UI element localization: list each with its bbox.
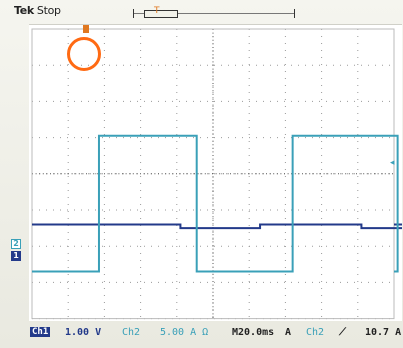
waveform-display (31, 28, 402, 320)
brand-status: Tek Stop (14, 4, 61, 17)
timebase-readout: M20.0ms (232, 327, 275, 338)
trigger-slope-icon: ⟋ (339, 327, 346, 338)
bottom-status-bar: Ch1 1.00 V Ch2 5.00 A Ω M20.0ms A Ch2 ⟋ … (0, 320, 403, 348)
ch2-waveform (32, 134, 399, 273)
ch2-label: Ch2 (122, 327, 141, 338)
ch2-ground-marker: 2 (11, 239, 21, 249)
ch1-ground-marker: 1 (11, 251, 21, 261)
acquisition-mode: Stop (36, 4, 61, 17)
trigger-level: 10.7 A (365, 327, 402, 338)
ch1-scale: 1.00 V (65, 327, 102, 338)
trigger-channel: Ch2 (306, 327, 325, 338)
trigger-level-icon: ◂ (390, 158, 395, 168)
trigger-source: A (285, 327, 292, 338)
trigger-point-marker (83, 25, 89, 33)
brand-logo: Tek (14, 4, 34, 17)
trigger-position-icon: T (154, 6, 160, 16)
ch2-scale: 5.00 A Ω (160, 327, 209, 338)
graticule-screen (29, 24, 402, 321)
ch1-label: Ch1 (30, 327, 51, 337)
annotation-circle (67, 37, 101, 71)
graticule-border (31, 28, 395, 320)
record-length-bar (133, 9, 295, 18)
ch1-waveform (32, 223, 402, 230)
record-window (144, 10, 178, 18)
top-status-bar: Tek Stop T (0, 0, 403, 24)
